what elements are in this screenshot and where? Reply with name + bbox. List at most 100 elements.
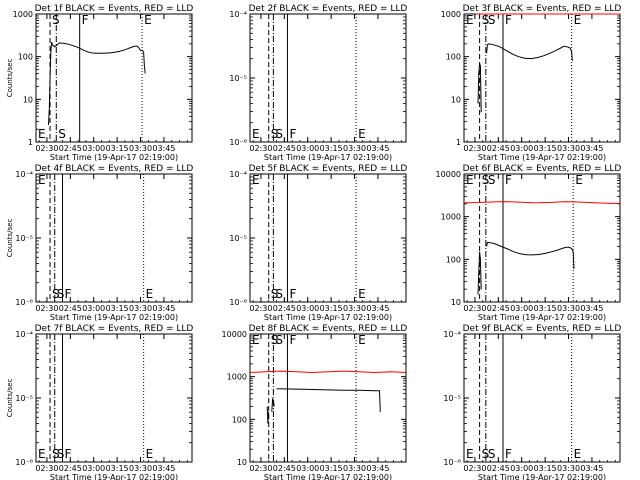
det-1f-chart: Det 1f BLACK = Events, RED = LLD Start Ti… — [6, 4, 193, 162]
x-tick-label: 03:00 — [296, 464, 319, 473]
event-marker-label: E — [146, 287, 154, 301]
x-tick-label: 02:45 — [273, 304, 296, 313]
x-tick-label: 02:45 — [273, 144, 296, 153]
det-7f-chart: Det 7f BLACK = Events, RED = LLD Start Ti… — [6, 324, 193, 480]
x-tick-label: 03:00 — [82, 304, 105, 313]
event-marker-label: E — [252, 127, 260, 141]
x-axis-label: Start Time (19-Apr-17 02:19:00) — [264, 153, 392, 162]
x-tick-label: 03:45 — [152, 464, 175, 473]
x-axis-label: Start Time (19-Apr-17 02:19:00) — [50, 473, 178, 480]
event-marker-label: S — [275, 333, 283, 347]
event-marker-label: S — [271, 127, 279, 141]
panel-title: Det 4f BLACK = Events, RED = LLD — [35, 164, 194, 174]
y-tick-label: 100 — [18, 53, 33, 62]
y-axis-label: Counts/sec — [6, 59, 14, 98]
x-tick-label: 03:00 — [510, 464, 533, 473]
x-tick-label: 03:15 — [106, 304, 129, 313]
event-marker-label: E — [358, 287, 366, 301]
x-axis-label: Start Time (19-Apr-17 02:19:00) — [264, 313, 392, 322]
x-tick-label: 03:15 — [106, 144, 129, 153]
y-tick-label: 1000 — [441, 213, 461, 222]
event-marker-label: E — [575, 173, 583, 187]
event-marker-label: S — [275, 127, 283, 141]
event-marker-label: F — [289, 333, 296, 347]
x-axis-label: Start Time (19-Apr-17 02:19:00) — [478, 313, 606, 322]
y-tick-label: 1000 — [227, 373, 247, 382]
event-marker-label: S — [271, 333, 279, 347]
x-tick-label: 02:30 — [35, 304, 58, 313]
lld-series-line — [463, 201, 620, 204]
x-tick-label: 02:45 — [487, 144, 510, 153]
x-tick-label: 03:30 — [343, 144, 366, 153]
events-series-line — [477, 63, 482, 113]
y-tick-label: 10 — [451, 95, 461, 104]
event-marker-label: E — [146, 447, 154, 461]
y-tick-label: 10 — [23, 95, 33, 104]
det-6f-chart: Det 6f BLACK = Events, RED = LLD Start Ti… — [436, 164, 622, 322]
panel-title: Det 8f BLACK = Events, RED = LLD — [249, 324, 408, 334]
event-marker-label: E — [252, 173, 260, 187]
event-marker-label: F — [65, 447, 72, 461]
x-tick-label: 03:00 — [82, 144, 105, 153]
x-tick-label: 03:30 — [129, 464, 152, 473]
y-tick-label: 10⁻⁵ — [229, 234, 247, 243]
x-tick-label: 03:15 — [534, 304, 557, 313]
event-marker-label: E — [358, 333, 366, 347]
y-tick-label: 10⁻⁶ — [15, 298, 33, 307]
y-tick-label: 1000 — [13, 10, 33, 19]
y-axis-label: Counts/sec — [6, 219, 14, 258]
x-tick-label: 03:15 — [320, 144, 343, 153]
x-tick-label: 02:30 — [463, 304, 486, 313]
y-tick-label: 10000 — [222, 330, 247, 339]
event-marker-label: S — [58, 127, 66, 141]
x-tick-label: 03:15 — [320, 464, 343, 473]
y-tick-label: 100 — [446, 255, 461, 264]
y-tick-label: 10⁻⁴ — [15, 170, 33, 179]
y-tick-label: 10⁻⁵ — [443, 394, 461, 403]
y-tick-label: 10⁻⁶ — [229, 298, 247, 307]
y-axis-label: Counts/sec — [6, 379, 14, 418]
events-series-line — [486, 241, 575, 269]
x-tick-label: 03:30 — [557, 464, 580, 473]
events-series-line — [486, 43, 573, 61]
y-tick-label: 10 — [237, 458, 247, 467]
x-tick-label: 02:30 — [35, 464, 58, 473]
event-marker-label: F — [65, 287, 72, 301]
event-marker-label: E — [574, 447, 582, 461]
x-tick-label: 03:15 — [534, 464, 557, 473]
y-tick-label: 10 — [451, 298, 461, 307]
event-marker-label: S — [482, 447, 490, 461]
x-tick-label: 03:30 — [557, 304, 580, 313]
event-marker-label: E — [466, 173, 474, 187]
det-5f-chart: Det 5f BLACK = Events, RED = LLD Start Ti… — [229, 164, 407, 322]
panel-title: Det 3f BLACK = Events, RED = LLD — [463, 4, 622, 14]
det-4f-chart: Det 4f BLACK = Events, RED = LLD Start Ti… — [6, 164, 193, 322]
panel-title: Det 5f BLACK = Events, RED = LLD — [249, 164, 408, 174]
event-marker-label: F — [505, 173, 512, 187]
event-marker-label: E — [252, 333, 260, 347]
x-tick-label: 03:45 — [366, 464, 389, 473]
x-tick-label: 02:30 — [463, 144, 486, 153]
x-tick-label: 03:00 — [82, 464, 105, 473]
x-tick-label: 03:45 — [366, 304, 389, 313]
y-tick-label: 1 — [28, 138, 33, 147]
event-marker-label: E — [38, 127, 46, 141]
x-tick-label: 02:30 — [249, 304, 272, 313]
y-tick-label: 10⁻⁵ — [15, 234, 33, 243]
x-tick-label: 03:00 — [510, 304, 533, 313]
x-tick-label: 02:30 — [249, 144, 272, 153]
x-tick-label: 03:15 — [534, 144, 557, 153]
x-axis-label: Start Time (19-Apr-17 02:19:00) — [50, 153, 178, 162]
event-marker-label: F — [82, 13, 89, 27]
det-2f-chart: Det 2f BLACK = Events, RED = LLD Start Ti… — [229, 4, 407, 162]
det-9f-chart: Det 9f BLACK = Events, RED = LLD Start Ti… — [443, 324, 621, 480]
event-marker-label: F — [505, 447, 512, 461]
det-8f-chart: Det 8f BLACK = Events, RED = LLD Start Ti… — [222, 324, 408, 480]
y-tick-label: 10⁻⁶ — [443, 458, 461, 467]
x-axis-label: Start Time (19-Apr-17 02:19:00) — [478, 153, 606, 162]
event-marker-label: F — [289, 287, 296, 301]
x-tick-label: 03:30 — [343, 304, 366, 313]
y-tick-label: 10⁻⁴ — [15, 330, 33, 339]
x-axis-label: Start Time (19-Apr-17 02:19:00) — [50, 313, 178, 322]
